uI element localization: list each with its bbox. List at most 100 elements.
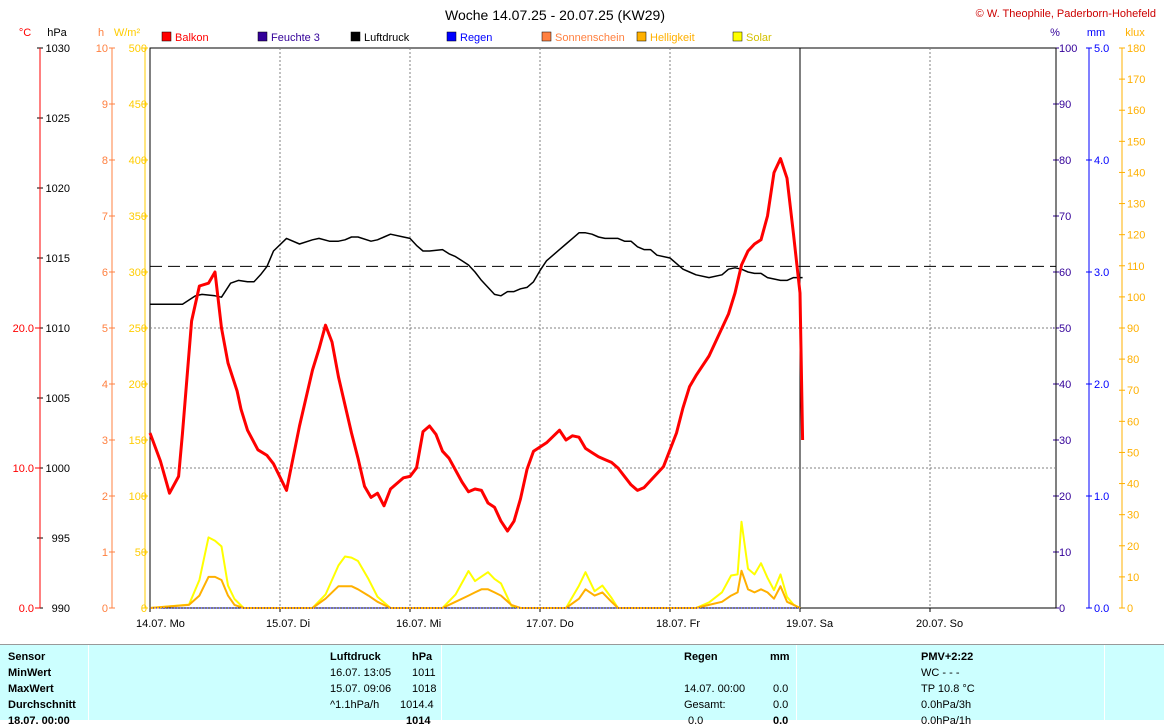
legend-swatch-2: [350, 31, 361, 42]
mm-axis-label-1: 4.0: [1094, 155, 1109, 167]
percent-axis-label-2: 80: [1059, 155, 1071, 167]
legend-label-1: Feuchte 3: [271, 32, 320, 44]
hpa-axis-label-3: 1015: [46, 253, 70, 265]
wm2-axis-label-2: 400: [129, 155, 147, 167]
hpa-axis-label-8: 990: [52, 603, 70, 615]
hours-axis-label-1: 9: [102, 99, 108, 111]
day-label-4: 18.07. Fr: [656, 618, 700, 630]
hpa-axis-label-7: 995: [52, 533, 70, 545]
stats-rain-total-label: Gesamt:: [684, 699, 726, 711]
klux-axis-label-13: 50: [1127, 447, 1139, 459]
day-label-2: 16.07. Mi: [396, 618, 441, 630]
hours-axis-label-9: 1: [102, 547, 108, 559]
legend-label-5: Helligkeit: [650, 32, 695, 44]
celsius-label-0: 20.0: [13, 323, 34, 335]
klux-axis-label-17: 10: [1127, 572, 1139, 584]
day-label-1: 15.07. Di: [266, 618, 310, 630]
mm-axis-label-4: 1.0: [1094, 491, 1109, 503]
stats-rain-current-value: 0.0: [773, 715, 789, 727]
mm-axis-label-5: 0.0: [1094, 603, 1109, 615]
stats-pressure-head: Luftdruck: [330, 651, 381, 663]
hpa-axis-label-6: 1000: [46, 463, 70, 475]
stats-rain-current: 0.0: [688, 715, 704, 727]
chart-title: Woche 14.07.25 - 20.07.25 (KW29): [445, 7, 665, 23]
stats-pmv-head: PMV+2:22: [921, 651, 974, 663]
hours-axis-label-4: 6: [102, 267, 108, 279]
stats-pressure-max-time: 15.07. 09:06: [330, 683, 392, 695]
celsius-label-2: 0.0: [19, 603, 34, 615]
hpa-axis-label-5: 1005: [46, 393, 70, 405]
stats-pressure-max: 1018: [412, 683, 437, 695]
celsius-label-1: 10.0: [13, 463, 34, 475]
stats-pressure-unit: hPa: [412, 651, 433, 663]
percent-axis-label-10: 0: [1059, 603, 1065, 615]
copyright-credit: © W. Theophile, Paderborn-Hohefeld: [976, 8, 1156, 20]
klux-axis-label-7: 110: [1127, 261, 1145, 273]
day-label-3: 17.07. Do: [526, 618, 574, 630]
legend-label-3: Regen: [460, 32, 492, 44]
unit-celsius: °C: [19, 27, 31, 39]
legend-swatch-6: [732, 31, 743, 42]
unit-percent: %: [1050, 27, 1060, 39]
percent-axis-label-8: 20: [1059, 491, 1071, 503]
klux-axis-label-1: 170: [1127, 74, 1145, 86]
legend-label-2: Luftdruck: [364, 32, 410, 44]
klux-axis-label-9: 90: [1127, 323, 1139, 335]
mm-axis-label-0: 5.0: [1094, 43, 1109, 55]
hpa-axis-label-1: 1025: [46, 113, 70, 125]
legend-swatch-1: [257, 31, 268, 42]
day-label-6: 20.07. So: [916, 618, 963, 630]
hours-axis-label-0: 10: [96, 43, 108, 55]
axes: 1030102510201015101010051000995990109876…: [13, 43, 1146, 630]
series-luftdruck-line: [150, 232, 803, 305]
stats-rain-total: 0.0: [773, 699, 789, 711]
hours-axis-label-6: 4: [102, 379, 108, 391]
percent-axis-label-4: 60: [1059, 267, 1071, 279]
percent-axis-label-0: 100: [1059, 43, 1077, 55]
stats-pmv-row-2: TP 10.8 °C: [921, 683, 975, 695]
hpa-axis-label-0: 1030: [46, 43, 70, 55]
wm2-axis-label-9: 50: [135, 547, 147, 559]
stats-rain-max: 0.0: [773, 683, 789, 695]
stats-current-label: 18.07. 00:00: [8, 715, 70, 727]
day-label-5: 19.07. Sa: [786, 618, 834, 630]
klux-axis-label-15: 30: [1127, 510, 1139, 522]
legend-label-6: Solar: [746, 32, 772, 44]
hours-axis-label-5: 5: [102, 323, 108, 335]
stats-avg-label: Durchschnitt: [8, 699, 76, 711]
stats-rain-unit: mm: [770, 651, 790, 663]
stats-max-label: MaxWert: [8, 683, 54, 695]
stats-panel: Sensor MinWert MaxWert Durchschnitt 18.0…: [0, 644, 1164, 727]
wm2-axis-label-0: 500: [129, 43, 147, 55]
klux-axis-label-16: 20: [1127, 541, 1139, 553]
hpa-axis-label-4: 1010: [46, 323, 70, 335]
series: [148, 157, 1056, 609]
hours-axis-label-8: 2: [102, 491, 108, 503]
series-solar-line: [149, 520, 801, 609]
stats-pmv-row-1: WC - - -: [921, 667, 960, 679]
legend-swatch-4: [541, 31, 552, 42]
wm2-axis-label-5: 250: [129, 323, 147, 335]
legend-label-0: Balkon: [175, 32, 209, 44]
klux-axis-label-10: 80: [1127, 354, 1139, 366]
wm2-axis-label-10: 0: [141, 603, 147, 615]
day-label-0: 14.07. Mo: [136, 618, 185, 630]
stats-pressure-min: 1011: [412, 667, 436, 679]
hours-axis-label-7: 3: [102, 435, 108, 447]
klux-axis-label-6: 120: [1127, 230, 1145, 242]
hours-axis-label-3: 7: [102, 211, 108, 223]
wm2-axis-label-1: 450: [129, 99, 147, 111]
klux-axis-label-8: 100: [1127, 292, 1145, 304]
wm2-axis-label-7: 150: [129, 435, 147, 447]
klux-axis-label-0: 180: [1127, 43, 1145, 55]
percent-axis-label-9: 10: [1059, 547, 1071, 559]
unit-klux: klux: [1125, 27, 1145, 39]
unit-mm: mm: [1087, 27, 1105, 39]
series-balkon-line: [148, 157, 805, 533]
stats-pmv-row-4: 0.0hPa/1h: [921, 715, 972, 727]
klux-axis-label-12: 60: [1127, 416, 1139, 428]
percent-axis-label-7: 30: [1059, 435, 1071, 447]
stats-sensor-label: Sensor: [8, 651, 46, 663]
grid: [149, 47, 1057, 609]
percent-axis-label-5: 50: [1059, 323, 1071, 335]
